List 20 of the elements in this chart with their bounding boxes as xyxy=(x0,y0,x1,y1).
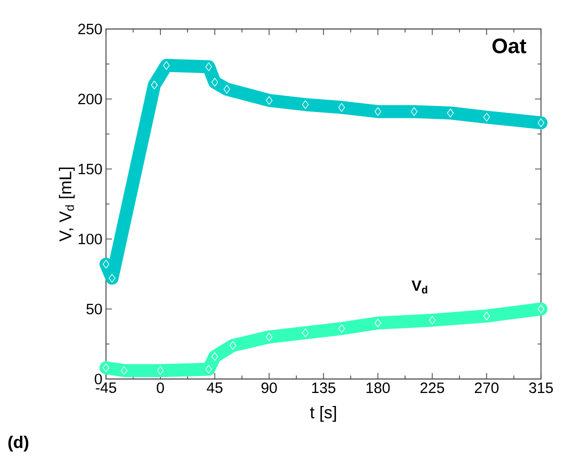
y-tick-label: 100 xyxy=(78,234,102,244)
annotation: V$_{d}$ xyxy=(412,280,428,294)
x-axis-title: t [s] xyxy=(310,406,336,422)
y-tick-label: 250 xyxy=(78,24,102,34)
y-tick-label: 200 xyxy=(78,94,102,104)
y-tick-label: 150 xyxy=(78,164,102,174)
x-tick-label: 135 xyxy=(312,382,336,394)
x-tick-label: 45 xyxy=(206,382,222,393)
annotation: Oat xyxy=(492,38,526,54)
x-tick-label: 180 xyxy=(366,382,390,394)
x-tick-label: 315 xyxy=(529,382,553,394)
x-tick-label: 0 xyxy=(156,382,164,394)
x-tick-label: -45 xyxy=(96,382,116,393)
x-tick-label: 270 xyxy=(474,382,498,394)
y-axis-title: V, V$_{d}$ [mL] xyxy=(58,168,75,242)
y-tick-label: 50 xyxy=(86,304,102,314)
y-tick-label: 0 xyxy=(94,374,102,384)
x-tick-label: 90 xyxy=(262,382,277,394)
text: (d) xyxy=(8,436,28,452)
x-tick-label: 225 xyxy=(420,382,444,394)
